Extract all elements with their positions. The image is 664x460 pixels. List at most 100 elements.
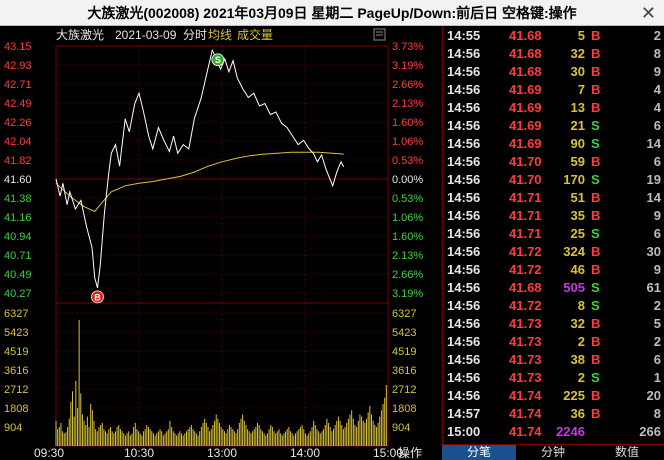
- tick-price: 41.72: [509, 298, 542, 313]
- volume-tick-label-right: 6327: [392, 308, 416, 320]
- volume-axis-right: 6327 5423 4519 3616 2712 1808 904: [392, 308, 416, 434]
- time-tick-label: 15:00: [373, 446, 403, 459]
- tick-count: 2: [653, 334, 661, 349]
- tick-side: B: [591, 100, 601, 115]
- pct-tick-label: 0.53%: [392, 193, 423, 205]
- tick-price: 41.71: [509, 226, 542, 241]
- pct-tick-label: 1.60%: [392, 231, 423, 243]
- tick-volume: 25: [570, 226, 585, 241]
- tick-side: B: [591, 154, 601, 169]
- tick-volume: 7: [577, 82, 585, 97]
- price-tick-label: 40.49: [4, 269, 32, 281]
- tick-row: 14:56 41.71 25 S 6: [443, 225, 664, 243]
- volume-tick-label: 2712: [4, 384, 28, 396]
- price-tick-label: 40.27: [4, 288, 32, 300]
- pct-tick-label: 0.00%: [392, 174, 423, 186]
- tick-row: 14:56 41.69 13 B 4: [443, 99, 664, 117]
- tick-volume: 225: [563, 388, 585, 403]
- tick-row: 14:56 41.72 46 B 9: [443, 261, 664, 279]
- marker-label: B: [94, 292, 101, 302]
- operate-button[interactable]: 操作: [398, 445, 422, 459]
- tick-count: 9: [653, 64, 661, 79]
- tick-price: 41.73: [509, 334, 542, 349]
- tick-side: S: [591, 298, 600, 313]
- tick-volume: 13: [570, 100, 585, 115]
- tick-row: 14:56 41.73 32 B 5: [443, 315, 664, 333]
- tick-side: B: [591, 190, 601, 205]
- tick-row: 14:56 41.68 32 B 8: [443, 45, 664, 63]
- tick-count: 61: [646, 280, 661, 295]
- tick-count: 8: [653, 46, 661, 61]
- tick-time: 15:00: [447, 424, 481, 439]
- tick-row: 14:56 41.68 30 B 9: [443, 63, 664, 81]
- tick-count: 4: [653, 82, 661, 97]
- tick-side: B: [591, 262, 601, 277]
- tick-side: B: [591, 334, 601, 349]
- tick-count: 14: [646, 136, 661, 151]
- tick-row: 14:56 41.71 51 B 14: [443, 189, 664, 207]
- tick-time: 14:56: [447, 262, 481, 277]
- tick-volume: 21: [570, 118, 585, 133]
- pct-tick-label: 0.53%: [392, 155, 423, 167]
- volume-tick-label-right: 2712: [392, 384, 416, 396]
- chart-settings-icon[interactable]: [373, 28, 386, 41]
- tick-row: 14:56 41.70 59 B 6: [443, 153, 664, 171]
- tick-time: 14:56: [447, 388, 481, 403]
- tick-count: 5: [653, 316, 661, 331]
- tick-time: 14:56: [447, 352, 481, 367]
- time-tick-label: 09:30: [34, 446, 64, 459]
- tick-volume: 5: [577, 28, 585, 43]
- pct-tick-label: 2.13%: [392, 98, 423, 110]
- tick-price: 41.73: [509, 316, 542, 331]
- tick-count: 20: [646, 388, 661, 403]
- tick-side: S: [591, 118, 600, 133]
- tick-row: 15:00 41.74 2246 266: [443, 423, 664, 441]
- volume-tick-label: 3616: [4, 365, 28, 377]
- tick-count: 19: [646, 172, 661, 187]
- tab-values[interactable]: 数值: [614, 445, 639, 459]
- tab-minutes[interactable]: 分钟: [540, 445, 565, 459]
- tick-row: 14:56 41.69 21 S 6: [443, 117, 664, 135]
- tick-side: B: [591, 388, 601, 403]
- tick-side: B: [591, 64, 601, 79]
- volume-tick-label-right: 4519: [392, 346, 416, 358]
- tick-row: 14:55 41.68 5 B 2: [443, 27, 664, 45]
- tick-volume: 46: [570, 262, 585, 277]
- tick-row: 14:56 41.73 38 B 6: [443, 351, 664, 369]
- tick-side: S: [591, 136, 600, 151]
- tick-volume: 59: [570, 154, 585, 169]
- volume-tick-label-right: 1808: [392, 403, 416, 415]
- tick-price: 41.69: [509, 100, 542, 115]
- chart-background: [0, 26, 442, 459]
- price-tick-label: 41.60: [4, 174, 32, 186]
- tick-price: 41.72: [509, 262, 542, 277]
- volume-axis-left: 6327 5423 4519 3616 2712 1808 904: [4, 308, 28, 434]
- title-bar: 大族激光(002008) 2021年03月09日 星期二 PageUp/Down…: [0, 0, 664, 26]
- tick-side: S: [591, 172, 600, 187]
- tick-side: S: [591, 280, 600, 295]
- tick-count: 8: [653, 406, 661, 421]
- price-tick-label: 43.15: [4, 41, 32, 53]
- time-tick-label: 10:30: [124, 446, 154, 459]
- tick-volume: 2246: [556, 424, 585, 439]
- header-mode: 分时: [183, 28, 207, 42]
- tick-count: 6: [653, 226, 661, 241]
- tick-time: 14:56: [447, 136, 481, 151]
- tick-price: 41.74: [509, 406, 542, 421]
- tab-ticks[interactable]: 分笔: [442, 445, 516, 460]
- price-axis-left: 43.15 42.93 42.71 42.49 42.26 42.04 41.82 41.60…: [4, 41, 32, 300]
- tick-time: 14:56: [447, 172, 481, 187]
- volume-tick-label-right: 904: [392, 422, 410, 434]
- close-icon[interactable]: ✕: [640, 3, 656, 23]
- tick-time: 14:56: [447, 190, 481, 205]
- tick-time: 14:56: [447, 208, 481, 223]
- volume-bars: [55, 319, 387, 446]
- header-stock-name: 大族激光: [56, 28, 104, 42]
- pct-tick-label: 2.66%: [392, 269, 423, 281]
- tick-time: 14:56: [447, 244, 481, 259]
- tick-row: 14:56 41.73 2 S 1: [443, 369, 664, 387]
- tick-side: B: [591, 244, 601, 259]
- tick-volume: 2: [577, 370, 585, 385]
- tick-time: 14:56: [447, 100, 481, 115]
- price-tick-label: 42.71: [4, 79, 32, 91]
